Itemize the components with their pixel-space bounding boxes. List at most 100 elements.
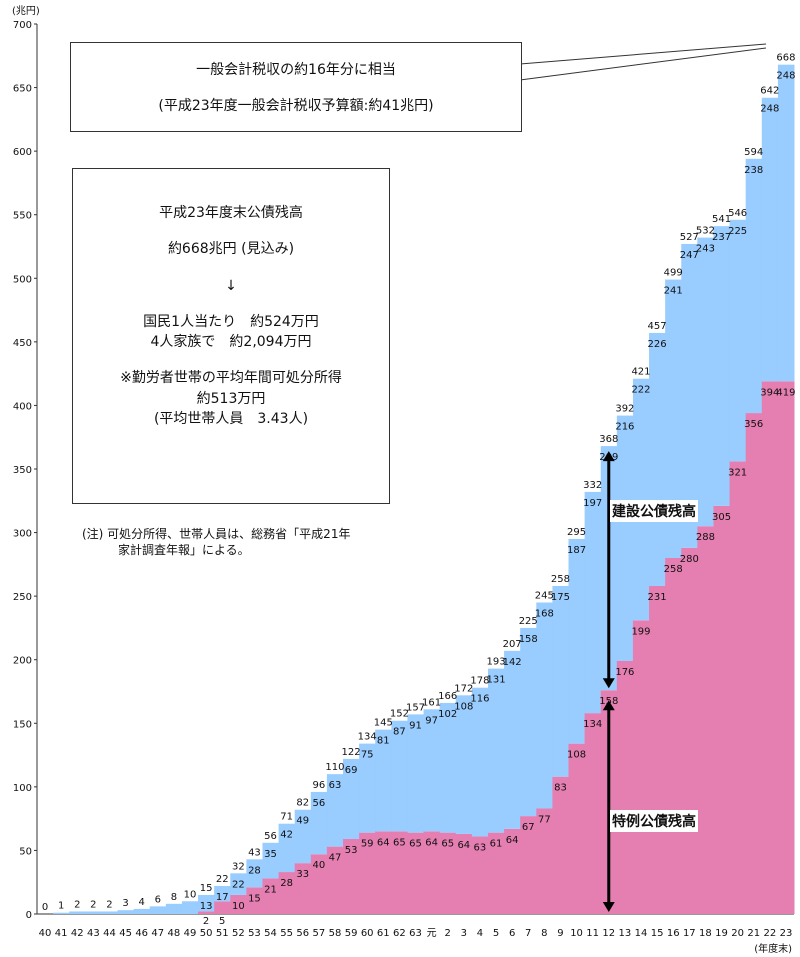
total-value-label: 157 xyxy=(406,702,425,713)
total-value-label: 295 xyxy=(567,527,586,538)
special-value-label: 47 xyxy=(329,853,342,864)
construction-bond-bar xyxy=(294,809,312,864)
x-tick-label: 9 xyxy=(557,928,563,939)
construction-value-label: 216 xyxy=(615,422,634,433)
construction-value-label: 248 xyxy=(760,104,779,115)
total-value-label: 1 xyxy=(58,901,64,912)
special-value-label: 67 xyxy=(522,822,535,833)
special-value-label: 64 xyxy=(457,840,470,851)
total-value-label: 258 xyxy=(551,574,570,585)
special-value-label: 2 xyxy=(203,916,209,927)
x-tick-label: 40 xyxy=(39,928,52,939)
total-value-label: 145 xyxy=(374,718,393,729)
special-bond-bar xyxy=(745,413,763,914)
construction-bond-bar xyxy=(423,709,441,832)
x-axis-title: (年度末) xyxy=(754,942,792,955)
special-value-label: 15 xyxy=(248,893,261,904)
arrows xyxy=(519,43,767,912)
special-bond-bar xyxy=(246,887,263,914)
construction-value-label: 22 xyxy=(232,879,245,890)
construction-value-label: 248 xyxy=(776,71,795,82)
special-bond-bar xyxy=(487,832,505,914)
x-tick-label: 46 xyxy=(135,928,148,939)
x-tick-label: 58 xyxy=(329,928,342,939)
x-tick-label: 51 xyxy=(216,928,229,939)
callout-line: 約513万円 xyxy=(196,390,266,407)
total-value-label: 71 xyxy=(280,812,293,823)
special-value-label: 10 xyxy=(232,901,245,912)
x-tick-label: 47 xyxy=(151,928,164,939)
x-tick-label: 4 xyxy=(477,928,483,939)
special-bond-bar xyxy=(326,846,344,914)
construction-value-label: 75 xyxy=(361,750,374,761)
y-axis-title: (兆円) xyxy=(12,5,40,17)
callout-line: 平成23年度末公債残高 xyxy=(159,205,303,221)
construction-bond-bar xyxy=(198,894,215,912)
label-special: 特例公債残高 xyxy=(610,810,698,832)
x-tick-label: 10 xyxy=(570,928,583,939)
special-bond-bar xyxy=(777,381,795,914)
callout-tax-years: 一般会計税収の約16年分に相当 (平成23年度一般会計税収予算額:約41兆円) xyxy=(70,42,522,132)
construction-bond-bar xyxy=(165,903,183,914)
special-value-label: 65 xyxy=(441,839,454,850)
total-value-label: 193 xyxy=(486,657,505,668)
x-tick-label: 63 xyxy=(409,928,422,939)
total-value-label: 457 xyxy=(648,321,667,332)
x-tick-label: 59 xyxy=(345,928,358,939)
special-value-label: 53 xyxy=(345,845,358,856)
total-value-label: 82 xyxy=(296,798,309,809)
special-value-label: 176 xyxy=(615,667,634,678)
construction-bond-bar xyxy=(584,491,602,714)
axes: 0501001502002503003504004505005506006507… xyxy=(12,5,794,955)
special-value-label: 63 xyxy=(474,842,487,853)
special-value-label: 61 xyxy=(490,839,503,850)
x-tick-label: 23 xyxy=(780,928,793,939)
special-bond-bar xyxy=(198,911,215,914)
special-bond-bar xyxy=(230,894,247,914)
construction-bond-bar xyxy=(246,859,263,888)
special-bond-bar xyxy=(713,505,731,914)
total-value-label: 6 xyxy=(155,894,161,905)
x-tick-label: 5 xyxy=(493,928,499,939)
total-value-label: 134 xyxy=(358,732,377,743)
total-value-label: 8 xyxy=(171,892,177,903)
special-bond-bar xyxy=(649,585,666,914)
total-value-label: 56 xyxy=(264,831,277,842)
special-value-label: 64 xyxy=(425,837,438,848)
construction-value-label: 56 xyxy=(312,798,325,809)
construction-bond-bar xyxy=(439,702,457,833)
x-tick-label: 2 xyxy=(445,928,451,939)
special-value-label: 83 xyxy=(554,783,567,794)
construction-value-label: 87 xyxy=(393,727,406,738)
callout-line: (平均世帯人員 3.43人) xyxy=(153,411,309,428)
special-value-label: 5 xyxy=(219,916,225,927)
construction-bond-bar xyxy=(101,911,119,914)
total-value-label: 3 xyxy=(122,898,128,909)
construction-bond-bar xyxy=(552,585,570,777)
total-value-label: 245 xyxy=(535,591,554,602)
special-value-label: 288 xyxy=(696,532,715,543)
x-tick-label: 3 xyxy=(461,928,467,939)
construction-value-label: 69 xyxy=(345,765,358,776)
total-value-label: 332 xyxy=(583,480,602,491)
special-bond-bar xyxy=(455,833,473,914)
x-tick-label: 8 xyxy=(541,928,547,939)
construction-bond-bar xyxy=(568,538,586,744)
callout-line: ※勤労者世帯の平均年間可処分所得 xyxy=(120,370,342,387)
x-tick-label: 17 xyxy=(683,928,696,939)
y-tick-label: 700 xyxy=(13,20,32,31)
special-value-label: 134 xyxy=(583,719,602,730)
leader-line xyxy=(519,47,767,81)
construction-bond-bar xyxy=(133,908,151,914)
construction-value-label: 142 xyxy=(503,657,522,668)
construction-bond-bar xyxy=(181,901,199,914)
x-tick-label: 12 xyxy=(602,928,615,939)
x-tick-label: 42 xyxy=(71,928,84,939)
total-value-label: 43 xyxy=(248,847,261,858)
total-value-label: 2 xyxy=(106,899,112,910)
construction-bond-bar xyxy=(230,873,247,895)
special-bond-bar xyxy=(568,743,586,914)
special-value-label: 59 xyxy=(361,839,374,850)
construction-value-label: 175 xyxy=(551,592,570,603)
x-tick-label: 18 xyxy=(699,928,712,939)
